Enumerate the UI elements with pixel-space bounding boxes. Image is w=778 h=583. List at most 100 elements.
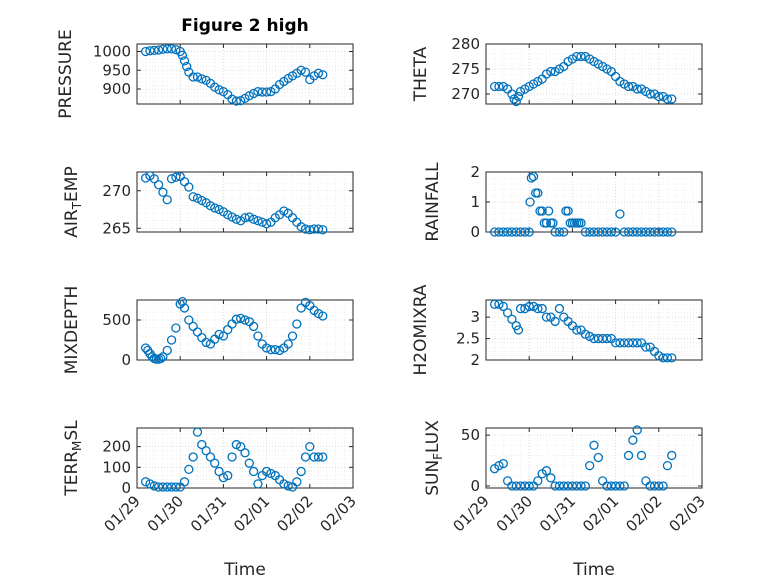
y-tick-label: 270 xyxy=(451,85,480,103)
data-point xyxy=(654,351,664,361)
data-point xyxy=(171,44,181,55)
data-point xyxy=(171,482,181,492)
data-point xyxy=(305,225,315,235)
data-point xyxy=(236,441,246,452)
x-tick-label: 02/02 xyxy=(273,492,316,535)
data-point xyxy=(270,344,280,355)
data-point xyxy=(188,452,198,462)
data-point xyxy=(210,458,220,468)
x-tick-label: 01/30 xyxy=(144,492,187,535)
data-point xyxy=(589,440,599,450)
data-point xyxy=(279,206,289,216)
data-point xyxy=(667,450,677,461)
data-point xyxy=(313,224,324,234)
data-point xyxy=(498,458,508,469)
data-point xyxy=(654,481,664,491)
x-tick-label: 01/30 xyxy=(493,492,536,535)
data-point xyxy=(498,301,508,312)
data-point xyxy=(318,225,328,235)
data-point xyxy=(658,481,668,491)
data-point xyxy=(261,219,272,229)
data-point xyxy=(533,188,543,198)
data-point xyxy=(177,50,188,60)
data-point xyxy=(623,81,634,92)
data-point xyxy=(576,481,586,491)
subplot-sun-flux: 0 50 01/29 01/30 01/31 02/01 02/02 02/03 Time SUN… xyxy=(423,420,709,580)
y-axis-label: PRESSURE xyxy=(56,29,76,118)
y-tick-label: 2 xyxy=(470,351,480,369)
data-point xyxy=(520,227,530,237)
axes-frame xyxy=(485,43,703,105)
data-point xyxy=(162,44,172,54)
data-point xyxy=(145,46,155,56)
x-tick-label: 02/02 xyxy=(622,492,665,535)
data-point xyxy=(507,314,517,324)
axes-background xyxy=(136,427,354,489)
data-point xyxy=(279,479,289,489)
axes-background xyxy=(136,299,354,361)
x-axis-label: Time xyxy=(223,560,266,580)
data-point xyxy=(645,89,655,99)
data-point xyxy=(513,91,524,102)
axes-frame xyxy=(136,171,354,233)
data-point xyxy=(546,66,556,77)
data-point xyxy=(214,329,224,340)
data-point xyxy=(602,333,612,344)
data-point xyxy=(580,481,591,491)
axes-frame xyxy=(485,427,703,489)
data-point xyxy=(248,88,259,99)
y-tick-label: 0 xyxy=(470,223,480,241)
data-point xyxy=(240,315,250,325)
data-point xyxy=(218,473,229,483)
data-point xyxy=(632,425,642,435)
data-point xyxy=(158,44,168,54)
y-tick-label: 0 xyxy=(470,477,480,495)
data-point xyxy=(318,311,328,321)
x-tick-label: 01/31 xyxy=(536,492,579,535)
data-point xyxy=(140,477,151,487)
data-point xyxy=(231,96,242,106)
data-point xyxy=(140,173,151,183)
data-point xyxy=(619,481,629,491)
data-point xyxy=(248,466,259,477)
data-point xyxy=(205,452,216,462)
data-point xyxy=(214,85,224,95)
data-point xyxy=(214,466,224,477)
data-point xyxy=(318,452,328,462)
data-point xyxy=(313,452,324,462)
data-point xyxy=(192,427,203,437)
data-point xyxy=(283,481,293,491)
axes-frame xyxy=(136,427,354,489)
data-point xyxy=(162,345,172,356)
data-point xyxy=(615,209,625,219)
data-point xyxy=(171,323,181,333)
data-point xyxy=(546,473,556,483)
data-point xyxy=(593,452,603,463)
axes-background xyxy=(136,171,354,233)
y-axis-label: H2OMIXRA xyxy=(411,284,431,375)
data-point xyxy=(541,312,552,322)
y-tick-label: 100 xyxy=(102,458,131,476)
data-point xyxy=(632,84,642,94)
data-point xyxy=(218,331,229,341)
data-point xyxy=(528,301,539,312)
data-point xyxy=(149,45,159,56)
y-tick-label: 280 xyxy=(451,35,480,53)
data-point xyxy=(507,89,517,99)
data-point xyxy=(171,172,181,182)
y-axis-label: SUNFLUX xyxy=(423,420,445,496)
data-point xyxy=(525,197,535,207)
data-point xyxy=(585,460,595,471)
data-point xyxy=(559,227,569,237)
y-tick-label: 950 xyxy=(102,61,131,79)
data-point xyxy=(158,187,168,197)
y-tick-label: 50 xyxy=(461,426,480,444)
data-point xyxy=(533,303,543,314)
data-point xyxy=(296,65,306,75)
data-point xyxy=(253,86,263,97)
data-point xyxy=(179,303,190,313)
data-point xyxy=(197,195,207,206)
data-point xyxy=(489,299,500,309)
data-point xyxy=(266,468,276,479)
